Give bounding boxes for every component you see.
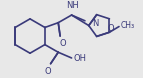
Text: CH₃: CH₃	[121, 21, 135, 30]
Text: O: O	[60, 39, 66, 48]
Text: O: O	[107, 24, 114, 33]
Text: NH: NH	[66, 1, 79, 10]
Text: N: N	[93, 19, 99, 28]
Text: OH: OH	[74, 54, 87, 63]
Text: O: O	[44, 67, 51, 76]
